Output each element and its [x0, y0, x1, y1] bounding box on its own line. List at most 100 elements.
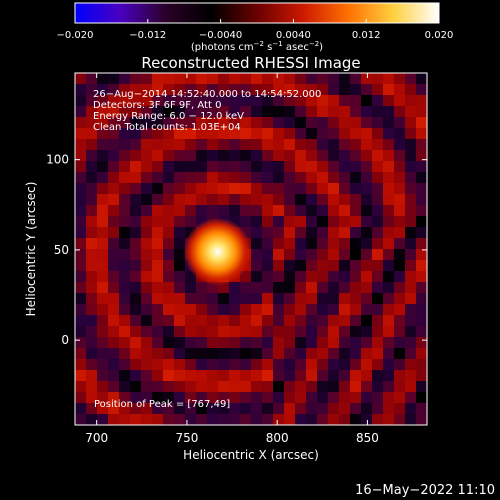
heatmap-cell [273, 183, 285, 195]
heatmap-cell [284, 414, 296, 425]
heatmap-cell [207, 370, 219, 382]
heatmap-cell [97, 260, 109, 272]
heatmap-cell [141, 73, 153, 85]
heatmap-cell [119, 216, 131, 228]
heatmap-cell [284, 150, 296, 162]
heatmap-cell [75, 315, 87, 327]
heatmap-cell [295, 172, 307, 184]
heatmap-cell [207, 161, 219, 173]
heatmap-cell [328, 304, 340, 316]
y-axis-label: Heliocentric Y (arcsec) [24, 182, 38, 317]
heatmap-cell [174, 315, 186, 327]
heatmap-cell [383, 95, 395, 107]
heatmap-cell [383, 73, 395, 85]
heatmap-cell [229, 282, 241, 294]
heatmap-cell [174, 139, 186, 151]
heatmap-cell [75, 194, 87, 206]
heatmap-cell [119, 139, 131, 151]
heatmap-cell [328, 128, 340, 140]
heatmap-cell [75, 227, 87, 239]
heatmap-cell [185, 315, 197, 327]
heatmap-cell [350, 117, 362, 129]
heatmap-cell [152, 183, 164, 195]
heatmap-cell [350, 205, 362, 217]
heatmap-cell [75, 414, 87, 425]
heatmap-cell [262, 183, 274, 195]
heatmap-cell [152, 150, 164, 162]
heatmap-cell [273, 293, 285, 305]
heatmap-cell [251, 282, 263, 294]
heatmap-cell [328, 106, 340, 118]
heatmap-cell [383, 161, 395, 173]
heatmap-cell [251, 359, 263, 371]
heatmap-cell [295, 216, 307, 228]
heatmap-cell [207, 84, 219, 96]
heatmap-cell [174, 117, 186, 129]
heatmap-cell [119, 271, 131, 283]
heatmap-cell [185, 381, 197, 393]
heatmap-cell [306, 227, 318, 239]
annotation-detectors: Detectors: 3F 6F 9F, Att 0 [93, 100, 221, 111]
heatmap-cell [262, 337, 274, 349]
heatmap-cell [240, 139, 252, 151]
heatmap-cell [130, 205, 142, 217]
heatmap-cell [152, 414, 164, 425]
heatmap-cell [416, 194, 427, 206]
heatmap-cell [130, 392, 142, 404]
heatmap-cell [339, 73, 351, 85]
heatmap-cell [251, 271, 263, 283]
heatmap-cell [207, 337, 219, 349]
heatmap-cell [306, 337, 318, 349]
heatmap-cell [141, 337, 153, 349]
heatmap-cell [394, 161, 406, 173]
heatmap-cell [306, 282, 318, 294]
heatmap-cell [141, 348, 153, 360]
heatmap-cell [372, 359, 384, 371]
heatmap-cell [141, 414, 153, 425]
heatmap-cell [97, 106, 109, 118]
heatmap-cell [174, 282, 186, 294]
heatmap-cell [185, 304, 197, 316]
heatmap-cell [317, 359, 329, 371]
heatmap-cell [97, 227, 109, 239]
heatmap-cell [119, 260, 131, 272]
heatmap-cell [383, 227, 395, 239]
heatmap-cell [416, 161, 427, 173]
heatmap-cell [317, 381, 329, 393]
heatmap-cell [97, 392, 109, 404]
heatmap-cell [229, 194, 241, 206]
heatmap-cell [306, 117, 318, 129]
heatmap-cell [284, 282, 296, 294]
heatmap-cell [196, 403, 208, 415]
heatmap-cell [163, 370, 175, 382]
colorbar-label-mid1: s [264, 42, 272, 53]
heatmap-cell [229, 315, 241, 327]
heatmap-cell [75, 128, 87, 140]
heatmap-cell [163, 403, 175, 415]
heatmap-cell [174, 260, 186, 272]
heatmap-cell [262, 348, 274, 360]
heatmap-cell [416, 282, 427, 294]
heatmap-cell [86, 95, 98, 107]
heatmap-cell [163, 106, 175, 118]
heatmap-cell [361, 183, 373, 195]
heatmap-cell [262, 392, 274, 404]
heatmap-cell [405, 348, 417, 360]
heatmap-cell [86, 117, 98, 129]
heatmap-cell [152, 315, 164, 327]
heatmap-cell [218, 139, 230, 151]
heatmap-cell [295, 392, 307, 404]
heatmap-cell [383, 172, 395, 184]
heatmap-cell [86, 282, 98, 294]
heatmap-cell [152, 117, 164, 129]
heatmap-cell [416, 403, 427, 415]
heatmap-cell [295, 227, 307, 239]
heatmap-cell [273, 359, 285, 371]
heatmap-cell [383, 304, 395, 316]
heatmap-cell [273, 205, 285, 217]
heatmap-cell [86, 381, 98, 393]
heatmap-cell [416, 128, 427, 140]
heatmap-cell [207, 150, 219, 162]
heatmap-cell [328, 348, 340, 360]
